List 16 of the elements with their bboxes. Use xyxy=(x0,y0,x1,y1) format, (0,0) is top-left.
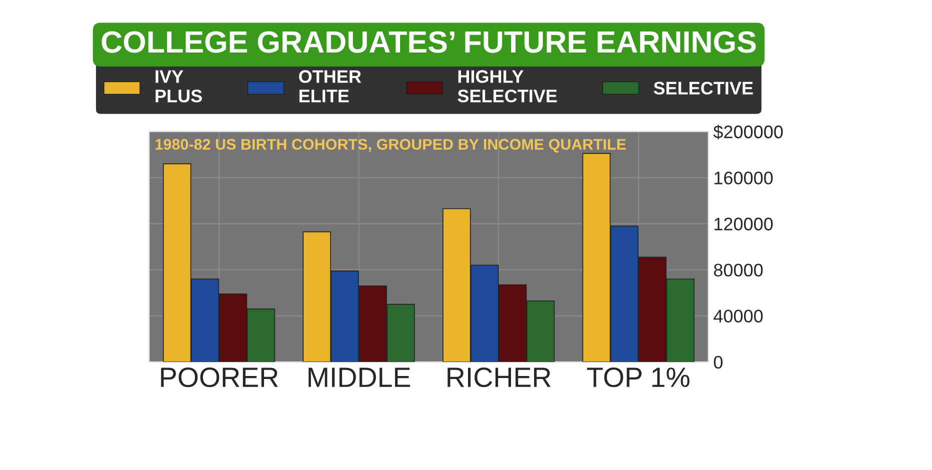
legend-label: SELECTIVE xyxy=(654,82,753,95)
y-tick-label: 120000 xyxy=(714,218,773,230)
x-tick-label: MIDDLE xyxy=(308,368,410,387)
legend-label: OTHER ELITE xyxy=(299,70,362,102)
x-tick-label: RICHER xyxy=(448,367,551,388)
y-tick-label: 0 xyxy=(714,356,723,369)
chart-subtitle: 1980-82 US BIRTH COHORTS, GROUPED BY INCOME QUARTILE xyxy=(156,138,626,153)
legend-label: HIGHLY SELECTIVE xyxy=(458,70,557,102)
legend-label: IVY PLUS xyxy=(156,70,202,102)
x-tick-label: POORER xyxy=(161,367,278,388)
y-tick-label: 160000 xyxy=(714,172,773,184)
y-tick-label: 80000 xyxy=(714,264,763,276)
chart-title: COLLEGE GRADUATES’ FUTURE EARNINGS xyxy=(102,31,756,53)
y-tick-label: 40000 xyxy=(714,310,763,323)
y-tick-label: $200000 xyxy=(713,124,783,140)
x-tick-label: TOP 1% xyxy=(587,367,690,388)
